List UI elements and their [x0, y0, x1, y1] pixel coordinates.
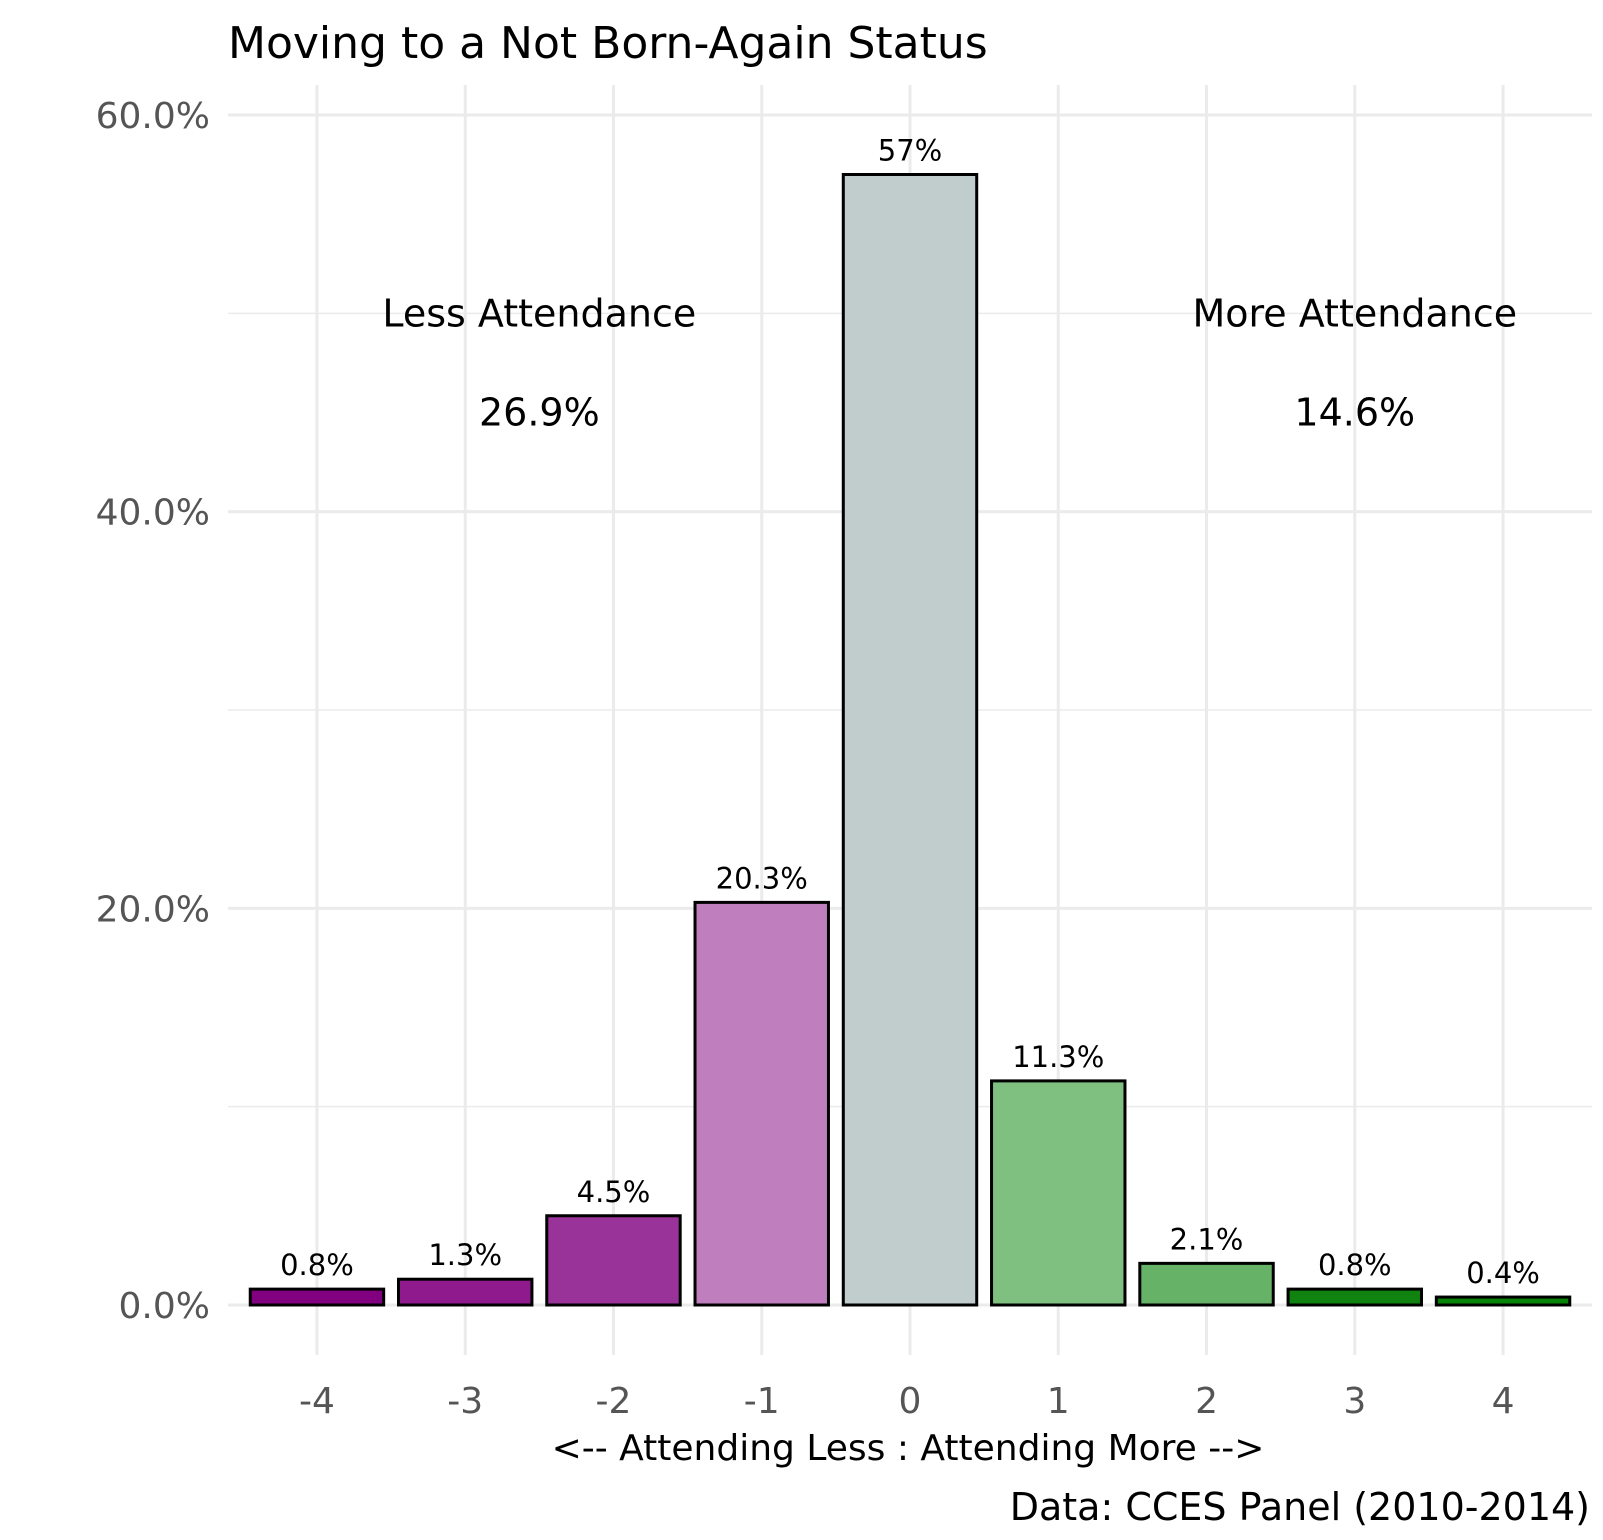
- x-axis-label: <-- Attending Less : Attending More -->: [552, 1428, 1265, 1469]
- chart-caption: Data: CCES Panel (2010-2014): [1010, 1485, 1590, 1529]
- x-tick-label: 3: [1343, 1381, 1366, 1422]
- bar-1: [990, 1079, 1127, 1307]
- data-label--3: 1.3%: [428, 1238, 502, 1272]
- data-label--1: 20.3%: [716, 861, 808, 895]
- x-tick-label: -4: [299, 1381, 335, 1422]
- bar-3: [1286, 1287, 1423, 1307]
- data-label--2: 4.5%: [577, 1175, 651, 1209]
- x-tick-label: 2: [1195, 1381, 1218, 1422]
- bar--2: [545, 1214, 682, 1307]
- bar--1: [693, 900, 830, 1307]
- x-tick-label: 0: [899, 1381, 922, 1422]
- y-tick-label: 20.0%: [96, 889, 210, 930]
- data-label-4: 0.4%: [1466, 1256, 1540, 1290]
- bar--3: [397, 1277, 534, 1307]
- x-tick-label: -2: [596, 1381, 632, 1422]
- y-tick-label: 40.0%: [96, 493, 210, 534]
- y-axis-ticks: 0.0% 20.0% 40.0% 60.0%: [96, 96, 210, 1327]
- y-tick-label: 60.0%: [96, 96, 210, 137]
- data-labels: 0.8% 1.3% 4.5% 20.3% 57% 11.3% 2.1% 0.8% 0.4%: [280, 134, 1540, 1291]
- annotation-text: 26.9%: [479, 391, 600, 435]
- annotation-text: More Attendance: [1192, 291, 1517, 335]
- bar-4: [1434, 1295, 1572, 1307]
- x-axis-ticks: -4 -3 -2 -1 0 1 2 3 4: [299, 1381, 1514, 1422]
- y-tick-label: 0.0%: [119, 1286, 210, 1327]
- data-label-0: 57%: [878, 134, 942, 168]
- x-tick-label: -3: [447, 1381, 483, 1422]
- data-label-2: 2.1%: [1170, 1222, 1244, 1256]
- data-label-1: 11.3%: [1012, 1040, 1104, 1074]
- bar-2: [1138, 1261, 1275, 1307]
- bars: [248, 173, 1572, 1307]
- bar-0: [841, 173, 979, 1307]
- chart-title: Moving to a Not Born-Again Status: [228, 18, 988, 69]
- annotation-text: 14.6%: [1294, 391, 1415, 435]
- x-tick-label: -1: [744, 1381, 780, 1422]
- annotation-text: Less Attendance: [382, 291, 696, 335]
- bar--4: [248, 1287, 386, 1307]
- data-label-3: 0.8%: [1318, 1248, 1392, 1282]
- x-tick-label: 1: [1047, 1381, 1070, 1422]
- annotations: Less Attendance 26.9% More Attendance 14.6%: [382, 291, 1517, 434]
- x-tick-label: 4: [1492, 1381, 1515, 1422]
- data-label--4: 0.8%: [280, 1248, 354, 1282]
